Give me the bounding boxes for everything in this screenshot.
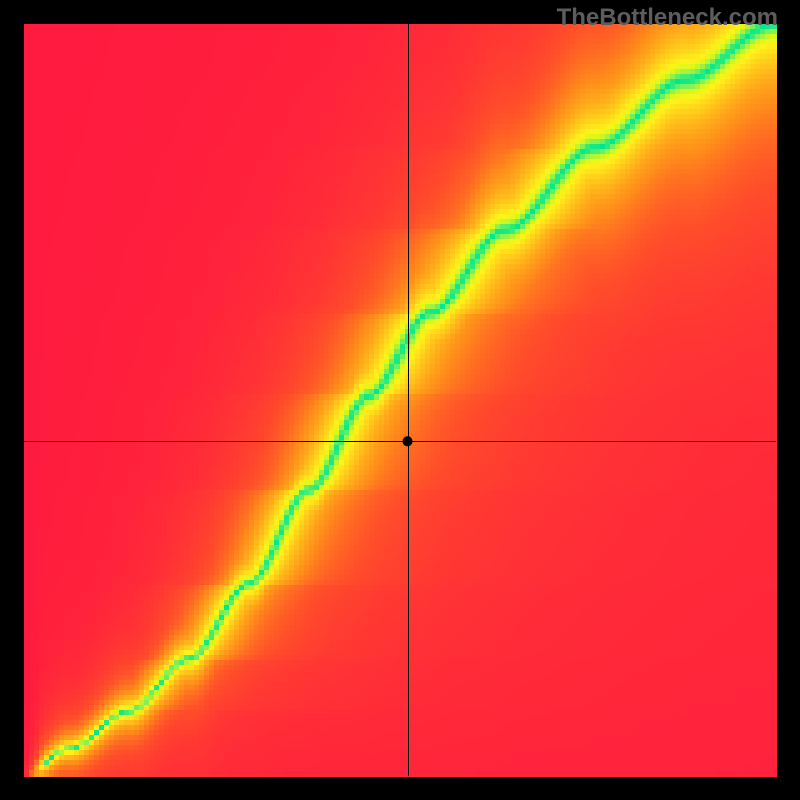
watermark-text: TheBottleneck.com (557, 4, 778, 32)
bottleneck-heatmap (0, 0, 800, 800)
